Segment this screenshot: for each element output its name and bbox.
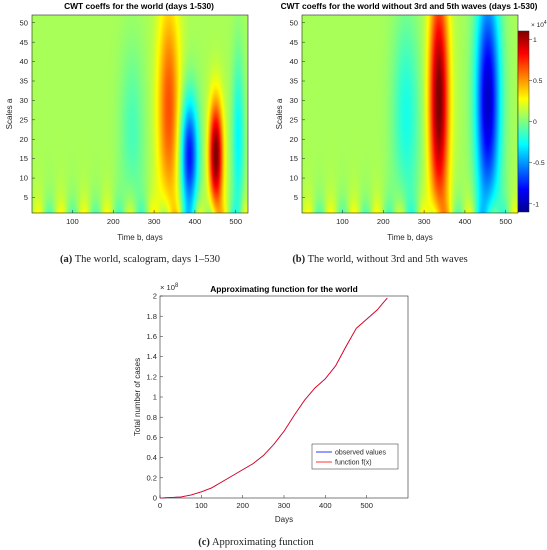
panel-a-axes: 100 200 300 400 500 5 10 15 20 25 30 35 40 45 50 — [20, 18, 243, 226]
panel-c-ylabel: Total number of cases — [133, 358, 142, 436]
y-tick-label: 30 — [290, 96, 298, 105]
y-tick-label: 0 — [153, 494, 157, 503]
y-tick-label: 15 — [290, 154, 298, 163]
y-tick-label: 1.8 — [146, 312, 157, 321]
y-tick-label: 45 — [20, 38, 28, 47]
panel-c: Approximating function for the world × 1… — [133, 283, 409, 548]
y-tick-label: 0.8 — [146, 413, 157, 422]
y-tick-label: 50 — [290, 18, 298, 27]
y-tick-label: 45 — [290, 38, 298, 47]
colorbar-ticks: 1 0.5 0 -0.5 -1 — [529, 37, 545, 208]
x-tick-label: 300 — [278, 501, 291, 510]
y-tick-label: 30 — [20, 96, 28, 105]
panel-b-caption-text: The world, without 3rd and 5th waves — [305, 254, 468, 265]
legend-label-function: function f(x) — [335, 460, 372, 467]
y-tick-label: 35 — [290, 77, 298, 86]
series-line-function — [159, 297, 388, 499]
colorbar-tick-label: 0 — [533, 119, 537, 126]
y-tick-label: 1.4 — [146, 352, 157, 361]
panel-b-axes: 100 200 300 400 500 5 10 15 20 25 30 35 40 45 50 — [290, 18, 513, 226]
colorbar-tick-label: -0.5 — [533, 160, 545, 167]
y-tick-label: 10 — [20, 174, 28, 183]
x-tick-label: 400 — [319, 501, 332, 510]
panel-b-xlabel: Time b, days — [387, 233, 433, 242]
panel-a-scalogram — [32, 15, 248, 213]
y-tick-label: 20 — [20, 135, 28, 144]
y-tick-label: 1.6 — [146, 332, 157, 341]
panel-a-caption: (a) The world, scalogram, days 1–530 — [60, 254, 220, 265]
panel-c-caption-text: Approximating function — [210, 537, 315, 548]
panel-a-caption-tag: (a) — [60, 254, 73, 265]
y-tick-label: 5 — [294, 193, 298, 202]
x-tick-label: 100 — [336, 217, 349, 226]
panel-b-ylabel: Scales a — [275, 98, 284, 129]
x-tick-label: 500 — [229, 217, 242, 226]
colorbar-tick-label: -1 — [533, 201, 539, 208]
y-tick-label: 25 — [20, 115, 28, 124]
colorbar-exponent: × 104 — [531, 20, 547, 29]
y-tick-label: 10 — [290, 174, 298, 183]
legend-box — [311, 443, 399, 470]
x-tick-label: 400 — [459, 217, 472, 226]
x-tick-label: 400 — [189, 217, 202, 226]
y-tick-label: 20 — [290, 135, 298, 144]
x-tick-label: 0 — [158, 501, 162, 510]
x-tick-label: 200 — [236, 501, 249, 510]
panel-a-xlabel: Time b, days — [117, 233, 163, 242]
legend: observed values function f(x) — [311, 443, 399, 470]
y-tick-label: 35 — [20, 77, 28, 86]
y-tick-label: 0.6 — [146, 433, 157, 442]
y-tick-label: 50 — [20, 18, 28, 27]
y-tick-label: 40 — [290, 57, 298, 66]
panel-b-caption-tag: (b) — [292, 254, 305, 265]
x-tick-label: 200 — [107, 217, 120, 226]
panel-a-ylabel: Scales a — [5, 98, 14, 129]
x-tick-label: 100 — [195, 501, 208, 510]
y-tick-label: 1 — [153, 393, 157, 402]
panel-a-title: CWT coeffs for the world (days 1-530) — [64, 1, 214, 11]
x-tick-label: 300 — [148, 217, 161, 226]
y-tick-label: 2 — [153, 292, 157, 301]
panel-a-caption-text: The world, scalogram, days 1–530 — [72, 254, 220, 265]
panel-b-title: CWT coeffs for the world without 3rd and… — [281, 1, 538, 11]
panel-b-caption: (b) The world, without 3rd and 5th waves — [292, 254, 467, 265]
y-tick-label: 15 — [20, 154, 28, 163]
panel-c-axes: 0 100 200 300 400 500 0 0.2 0.4 0.6 0.8 1 1.2 1.4 1.6 1… — [146, 292, 373, 510]
panel-c-y-exponent: × 108 — [160, 283, 179, 292]
y-tick-label: 25 — [290, 115, 298, 124]
panel-b-scalogram — [302, 15, 518, 213]
y-tick-label: 0.2 — [146, 473, 157, 482]
x-tick-label: 500 — [499, 217, 512, 226]
colorbar — [517, 30, 530, 213]
panel-a: CWT coeffs for the world (days 1-530) 10… — [5, 1, 249, 265]
panel-a-frame — [31, 14, 249, 214]
colorbar-tick-label: 1 — [533, 37, 537, 44]
x-tick-label: 300 — [418, 217, 431, 226]
panel-c-caption: (c) Approximating function — [198, 537, 314, 548]
y-tick-label: 0.4 — [146, 453, 157, 462]
panel-c-title: Approximating function for the world — [210, 284, 357, 294]
x-tick-label: 100 — [66, 217, 79, 226]
y-tick-label: 1.2 — [146, 372, 157, 381]
y-tick-label: 40 — [20, 57, 28, 66]
x-tick-label: 200 — [377, 217, 390, 226]
y-tick-label: 5 — [24, 193, 28, 202]
x-tick-label: 500 — [360, 501, 373, 510]
legend-label-observed: observed values — [335, 450, 386, 457]
panel-c-lines — [159, 297, 388, 499]
panel-c-caption-tag: (c) — [198, 537, 210, 548]
panel-b: CWT coeffs for the world without 3rd and… — [275, 1, 547, 265]
panel-c-xlabel: Days — [275, 515, 293, 524]
colorbar-tick-label: 0.5 — [533, 78, 543, 85]
